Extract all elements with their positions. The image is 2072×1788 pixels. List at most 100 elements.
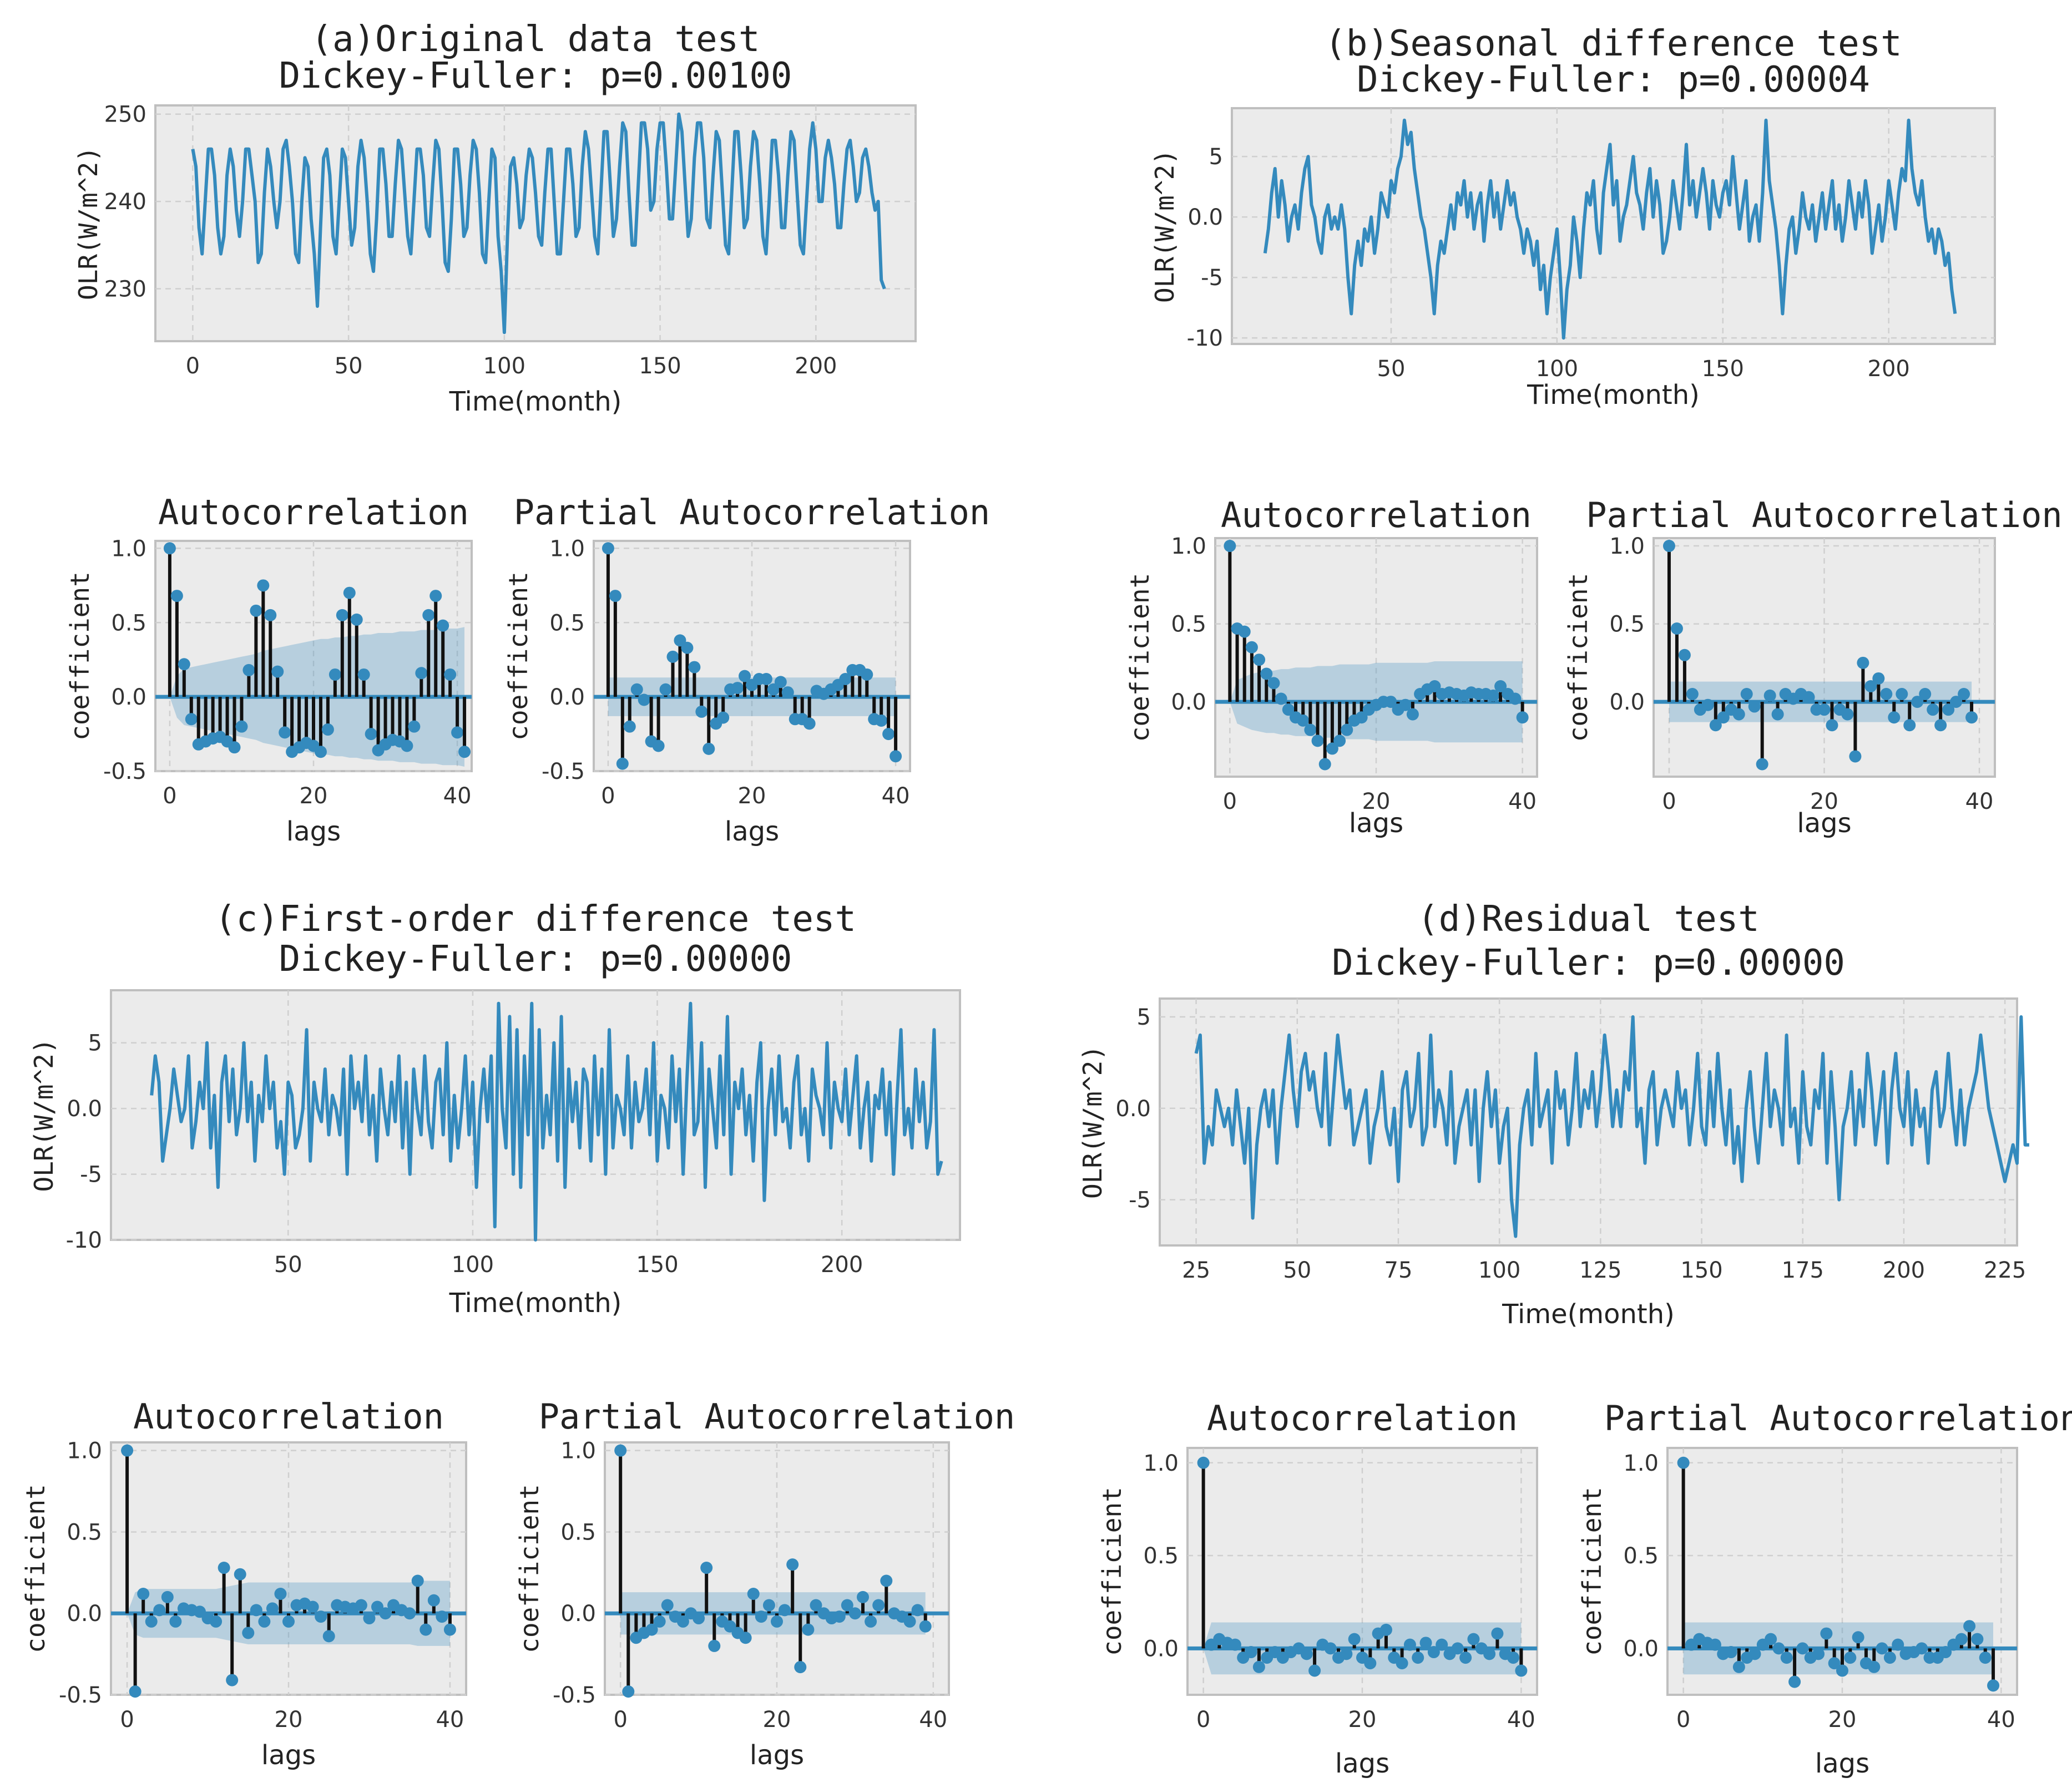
y-tick-label: 0.5 — [111, 610, 146, 636]
chart-subtitle: Dickey-Fuller: p=0.00000 — [1332, 943, 1845, 984]
stem-marker — [1709, 719, 1722, 732]
y-tick-label: -5 — [1201, 265, 1223, 291]
y-tick-label: 240 — [104, 189, 146, 215]
stem-marker — [681, 641, 694, 654]
stem-marker — [1384, 696, 1397, 708]
chart-title: Autocorrelation — [1221, 495, 1532, 535]
stem-marker — [1197, 1456, 1210, 1469]
stem-marker — [329, 668, 341, 681]
stem-marker — [1224, 540, 1236, 553]
x-tick-label: 200 — [1868, 356, 1910, 382]
stem-marker — [731, 682, 744, 695]
stem-marker — [121, 1444, 134, 1457]
x-axis-label: lags — [750, 1740, 804, 1771]
x-axis-label: lags — [261, 1740, 316, 1771]
stem-marker — [161, 1591, 174, 1603]
stem-marker — [274, 1588, 287, 1600]
stem-marker — [1979, 1652, 1992, 1664]
stem-marker — [911, 1604, 924, 1617]
stem-marker — [1311, 735, 1324, 747]
stem-marker — [218, 1562, 230, 1574]
stem-marker — [1419, 1637, 1432, 1649]
stem-marker — [875, 714, 888, 727]
chart-b_pacf: 0 20 40 1.0 0.5 0.0 Partial Autocorrelation coe… — [1563, 495, 2063, 839]
stem-marker — [882, 728, 895, 741]
stem-marker — [880, 1574, 893, 1587]
stem-marker — [1701, 698, 1714, 711]
x-tick-label: 200 — [1883, 1258, 1925, 1283]
stem-marker — [1903, 719, 1916, 732]
y-tick-label: 1.0 — [560, 1438, 596, 1464]
x-tick-label: 25 — [1182, 1258, 1210, 1283]
x-tick-label: 20 — [1828, 1707, 1857, 1733]
stem-marker — [609, 590, 621, 602]
y-axis-label: coefficient — [514, 1484, 544, 1653]
x-tick-label: 200 — [795, 353, 837, 379]
series-line — [150, 1001, 943, 1242]
stem-marker — [1494, 680, 1507, 692]
stem-marker — [747, 1588, 760, 1600]
stem-marker — [314, 746, 327, 758]
y-tick-label: -10 — [1187, 326, 1223, 351]
stem-marker — [1740, 688, 1753, 701]
x-tick-label: 50 — [335, 353, 363, 379]
stem-marker — [1275, 692, 1287, 705]
y-tick-label: -5 — [80, 1162, 102, 1188]
stem-marker — [1406, 708, 1419, 721]
stem-marker — [676, 1615, 689, 1628]
y-tick-label: 0.0 — [1115, 1096, 1151, 1122]
chart-subtitle: Dickey-Fuller: p=0.00000 — [279, 939, 792, 980]
y-tick-label: 1.0 — [1171, 534, 1206, 559]
stem-marker — [401, 739, 413, 752]
y-tick-label: 0.0 — [1187, 205, 1223, 230]
stem-marker — [437, 619, 449, 632]
stem-marker — [1939, 1646, 1952, 1659]
stem-marker — [848, 1607, 861, 1620]
stem-marker — [163, 542, 176, 555]
chart-title: (a)Original data test — [311, 19, 760, 60]
chart-c_pacf: 0 20 40 1.0 0.5 0.0 -0.5 Partial Autocorrelatio… — [514, 1396, 1015, 1771]
stem-marker — [1971, 1633, 1984, 1645]
chart-title: Partial Autocorrelation — [539, 1396, 1015, 1437]
stem-marker — [1355, 711, 1368, 724]
stem-marker — [717, 711, 730, 724]
stem-marker — [872, 1599, 885, 1612]
stem-marker — [700, 1562, 713, 1574]
stem-marker — [178, 658, 190, 671]
stem-marker — [408, 720, 421, 733]
y-tick-label: 1.0 — [1623, 1451, 1659, 1476]
x-tick-label: 100 — [452, 1252, 494, 1278]
x-axis-label: Time(month) — [1502, 1299, 1675, 1330]
x-tick-label: 0 — [186, 353, 200, 379]
stem-marker — [153, 1604, 166, 1617]
x-axis-label: lags — [725, 816, 779, 847]
stem-marker — [357, 668, 370, 681]
stem-marker — [129, 1685, 141, 1698]
stem-marker — [708, 1639, 721, 1652]
x-tick-label: 40 — [1507, 1707, 1535, 1733]
stem-marker — [1229, 1638, 1241, 1651]
stem-marker — [616, 757, 629, 770]
stem-marker — [1507, 1652, 1520, 1664]
x-axis-label: lags — [1349, 808, 1403, 839]
x-tick-label: 40 — [1965, 789, 1994, 814]
stem-marker — [228, 741, 241, 754]
stem-marker — [1919, 688, 1932, 701]
stem-marker — [1300, 1648, 1313, 1660]
x-tick-label: 20 — [1362, 789, 1391, 814]
y-tick-label: -0.5 — [542, 759, 585, 784]
stem-marker — [1763, 689, 1776, 702]
stem-marker — [695, 705, 708, 718]
stem-marker — [355, 1599, 367, 1612]
y-tick-label: 1.0 — [549, 536, 585, 561]
y-tick-label: -0.5 — [59, 1683, 102, 1708]
x-axis-label: Time(month) — [449, 1288, 622, 1319]
y-tick-label: 0.0 — [111, 685, 146, 710]
y-axis-label: OLR(W/m^2) — [1078, 1045, 1108, 1199]
y-tick-label: 0.0 — [549, 685, 585, 710]
stem-marker — [638, 693, 650, 706]
plot-area — [1231, 107, 1996, 345]
stem-marker — [145, 1615, 158, 1628]
stem-marker — [1820, 1627, 1833, 1640]
